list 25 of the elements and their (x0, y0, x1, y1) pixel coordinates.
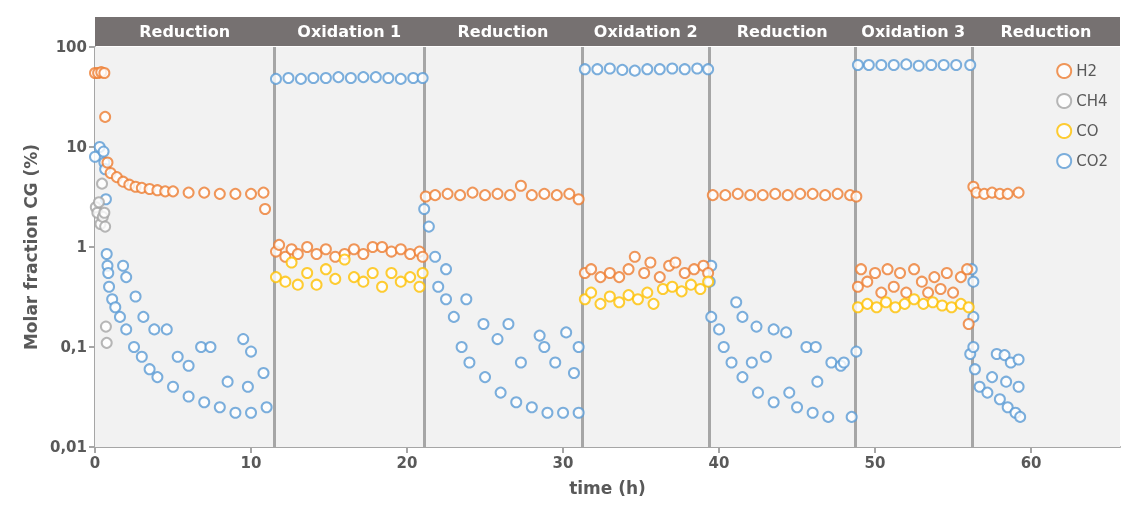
band-label: Oxidation 3 (861, 21, 966, 41)
band-label: Reduction (457, 21, 549, 41)
x-tick-label: 10 (240, 453, 262, 472)
x-tick-label: 40 (708, 453, 730, 472)
legend-label: CO (1076, 122, 1099, 140)
y-tick-label: 100 (55, 38, 87, 56)
band-label: Oxidation 2 (593, 21, 698, 41)
band-label: Oxidation 1 (297, 21, 402, 41)
y-tick-label: 0,1 (60, 338, 87, 356)
y-tick-label: 0,01 (49, 438, 87, 456)
y-tick-label: 10 (66, 138, 87, 156)
legend-label: H2 (1076, 62, 1097, 80)
band-label: Reduction (139, 21, 231, 41)
x-tick-label: 50 (864, 453, 886, 472)
x-tick-label: 20 (396, 453, 418, 472)
legend-label: CO2 (1076, 152, 1108, 170)
x-tick-label: 30 (552, 453, 574, 472)
x-tick-label: 0 (89, 453, 101, 472)
legend-label: CH4 (1076, 92, 1108, 110)
x-tick-label: 60 (1020, 453, 1042, 472)
y-axis-title: Molar fraction CG (%) (20, 143, 41, 351)
band-label: Reduction (1000, 21, 1092, 41)
x-axis-title: time (h) (569, 477, 646, 498)
y-tick-label: 1 (76, 238, 87, 256)
band-label: Reduction (736, 21, 828, 41)
